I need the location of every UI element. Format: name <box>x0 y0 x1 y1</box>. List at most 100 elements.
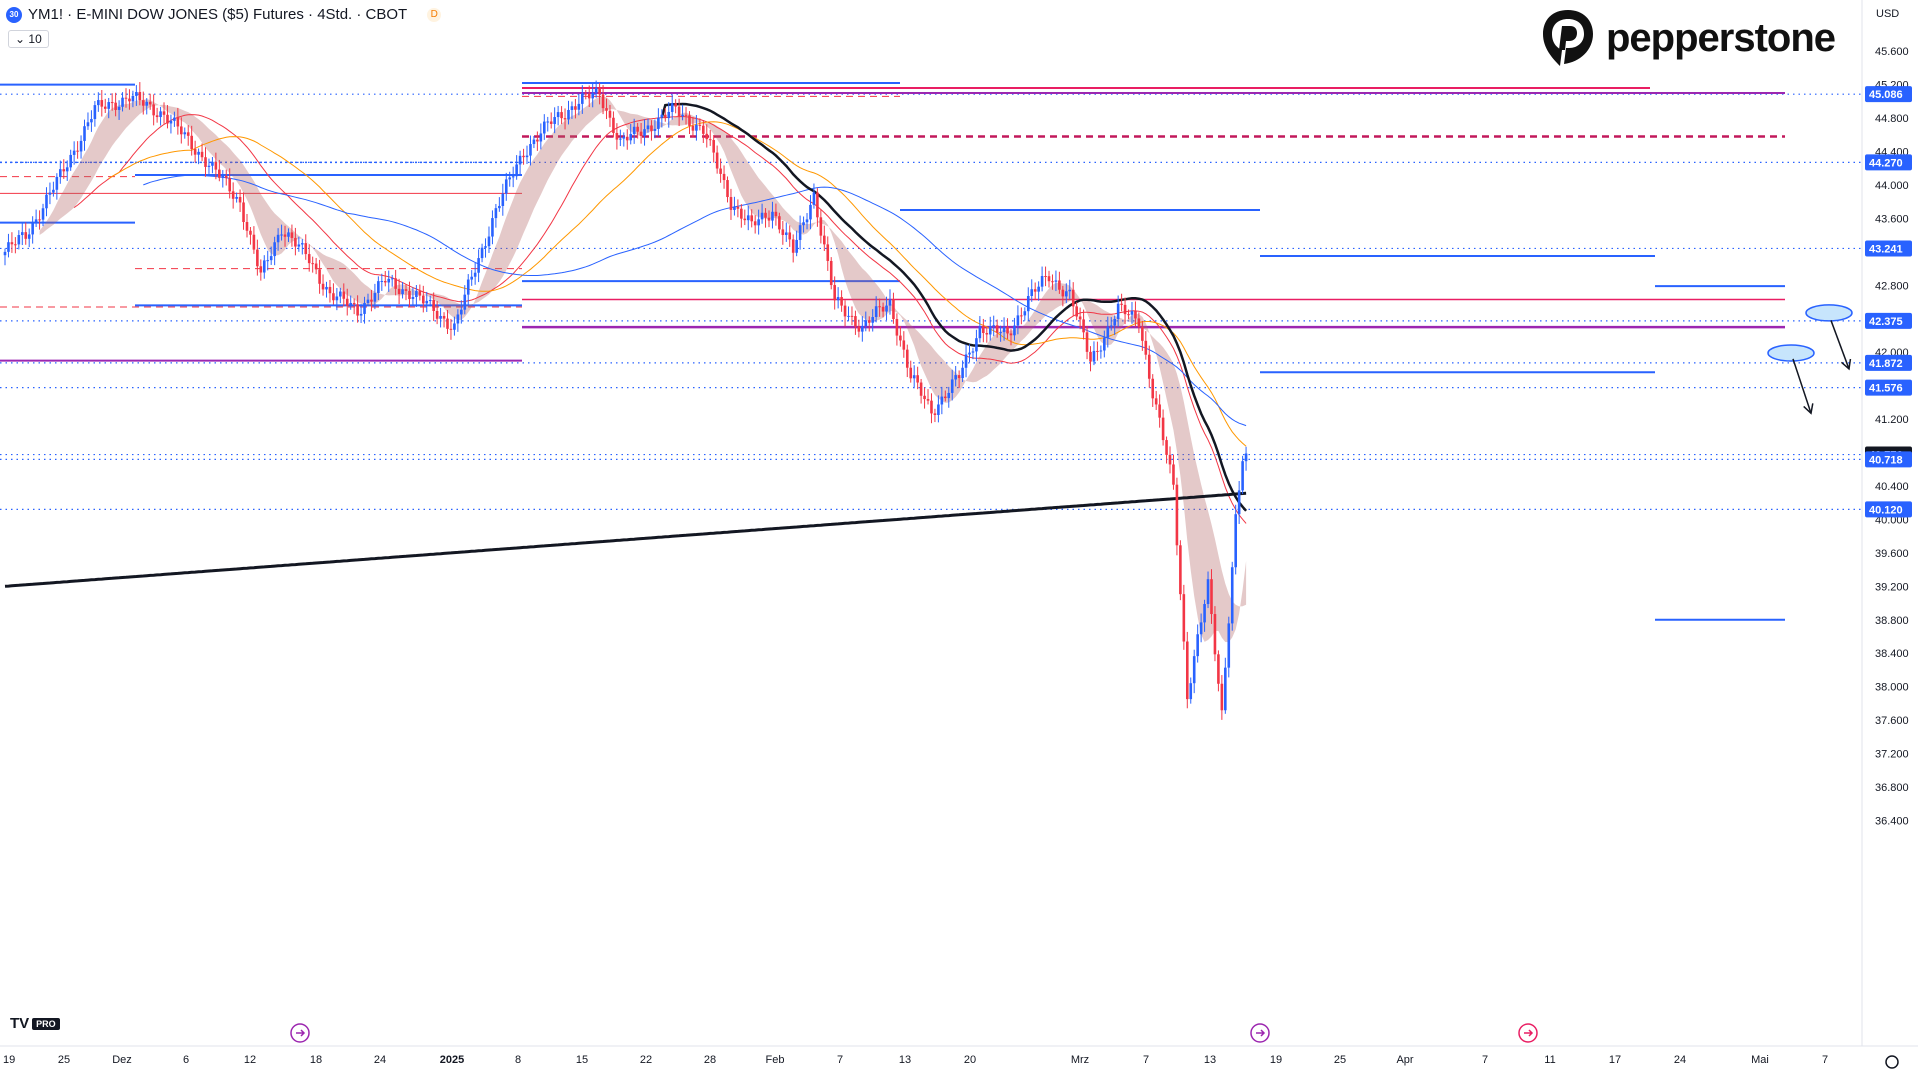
candle-body <box>370 299 373 302</box>
candle-body <box>840 297 843 306</box>
candle-body <box>899 335 902 341</box>
candle-body <box>743 218 747 221</box>
target-ellipse-1[interactable] <box>1767 344 1815 362</box>
candle-body <box>594 87 598 93</box>
candle-body <box>1227 623 1231 668</box>
candle-body <box>435 311 439 319</box>
candle-body <box>428 300 432 302</box>
x-tick-label: 7 <box>1482 1054 1488 1066</box>
candle-body <box>1199 622 1203 635</box>
x-tick-label: 8 <box>515 1054 521 1066</box>
candle-body <box>211 161 214 166</box>
candle-body <box>885 305 888 312</box>
candle-body <box>746 215 750 221</box>
candle-body <box>453 323 456 330</box>
candle-body <box>888 299 892 306</box>
candle-body <box>515 164 518 177</box>
x-tick-label: Feb <box>766 1054 785 1066</box>
ma-black-long-line[interactable] <box>4 491 1247 588</box>
currency-label[interactable]: USD <box>1876 8 1900 20</box>
price-level-badge[interactable] <box>1865 312 1912 329</box>
candle-body <box>1141 327 1144 341</box>
price-level-badge[interactable] <box>1865 379 1912 396</box>
candle-body <box>750 215 754 222</box>
candle-body <box>639 131 643 137</box>
ma-blue-line[interactable] <box>143 174 1247 427</box>
tradingview-logo[interactable]: TV PRO <box>10 1015 60 1032</box>
candle-body <box>1020 315 1023 317</box>
candle-body <box>266 260 270 262</box>
candle-body <box>245 222 249 231</box>
indicators-toggle[interactable]: ⌄ 10 <box>8 30 49 48</box>
candle-body <box>643 129 646 137</box>
candle-body <box>650 125 653 131</box>
candle-body <box>1144 340 1148 355</box>
candle-body <box>587 93 591 99</box>
pro-badge: PRO <box>32 1017 60 1030</box>
ma-red-line[interactable] <box>73 114 1247 524</box>
candle-body <box>916 375 919 383</box>
y-tick-label: 45.600 <box>1875 46 1909 58</box>
chart-title[interactable]: YM1! · E-MINI DOW JONES ($5) Futures · 4… <box>28 6 408 23</box>
candle-body <box>62 169 66 172</box>
price-level-badge[interactable] <box>1865 451 1912 468</box>
price-level-label: 44.270 <box>1869 157 1903 169</box>
projection-arrow-1[interactable] <box>1792 358 1812 414</box>
candle-body <box>809 204 812 220</box>
candle-body <box>439 315 442 319</box>
candle-body <box>560 112 563 119</box>
candle-body <box>988 326 992 335</box>
gear-icon[interactable] <box>1885 1055 1899 1069</box>
candle-body <box>197 151 200 155</box>
candle-body <box>1058 280 1061 290</box>
candle-body <box>449 328 453 330</box>
candle-body <box>995 325 999 333</box>
candle-body <box>619 138 622 140</box>
candle-body <box>1241 461 1244 491</box>
candle-body <box>34 219 38 223</box>
candle-body <box>404 289 408 291</box>
y-tick-label: 41.200 <box>1875 414 1909 426</box>
candle-body <box>1089 351 1092 362</box>
candle-body <box>1179 545 1182 595</box>
ma-black-line[interactable] <box>660 102 1248 512</box>
symbol-icon: 30 <box>6 6 22 23</box>
candle-body <box>698 124 702 126</box>
candle-body <box>854 316 857 327</box>
candle-body <box>349 302 352 306</box>
price-level-badge[interactable] <box>1865 354 1912 371</box>
candle-body <box>470 276 473 280</box>
candle-body <box>705 133 709 140</box>
candle-body <box>1113 318 1116 326</box>
y-tick-label: 38.400 <box>1875 648 1909 660</box>
price-level-badge[interactable] <box>1865 86 1912 103</box>
candle-body <box>795 239 798 253</box>
candle-body <box>72 150 76 155</box>
candle-body <box>1002 327 1006 333</box>
candle-body <box>335 296 339 301</box>
price-level-badge[interactable] <box>1865 240 1912 257</box>
candle-body <box>377 281 380 294</box>
candle-body <box>190 135 193 150</box>
pepperstone-logo: pepperstone <box>1540 8 1836 68</box>
candle-body <box>425 300 429 304</box>
candle-body <box>290 232 294 238</box>
candle-body <box>307 254 311 264</box>
candle-body <box>1224 667 1227 711</box>
ma-orange-line[interactable] <box>108 121 1247 447</box>
candle-body <box>159 111 162 118</box>
projection-arrow-0[interactable] <box>1830 320 1850 370</box>
price-level-badge[interactable] <box>1865 154 1912 171</box>
price-level-badge[interactable] <box>1865 501 1912 518</box>
candle-body <box>802 222 805 226</box>
candle-body <box>1030 289 1034 296</box>
candle-body <box>784 232 788 235</box>
candle-body <box>466 279 470 295</box>
target-ellipse-0[interactable] <box>1805 304 1853 322</box>
delay-badge[interactable]: D <box>427 7 442 22</box>
candle-body <box>536 139 539 142</box>
candle-body <box>923 395 926 400</box>
candle-body <box>1026 296 1030 312</box>
candle-body <box>79 140 83 152</box>
